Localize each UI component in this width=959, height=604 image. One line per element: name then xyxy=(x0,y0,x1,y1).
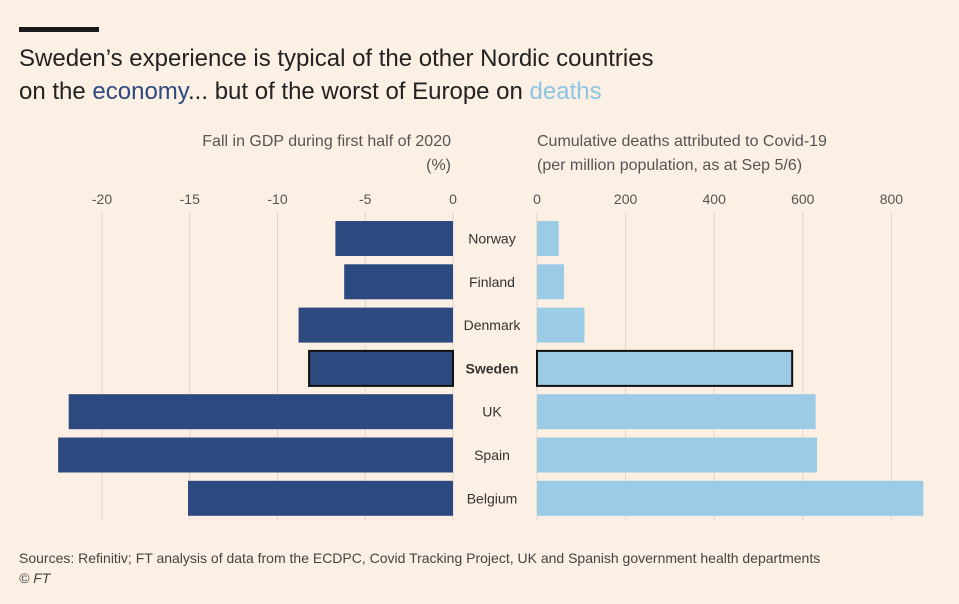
sources-note: Sources: Refinitiv; FT analysis of data … xyxy=(19,550,821,566)
title-economy-word: economy xyxy=(92,78,189,105)
deaths-tick-label: 200 xyxy=(614,191,638,207)
deaths-tick-label: 0 xyxy=(533,191,541,207)
gdp-tick-label: -10 xyxy=(267,191,287,207)
deaths-subtitle-line-2: (per million population, as at Sep 5/6) xyxy=(537,157,803,174)
copyright: © FT xyxy=(19,570,51,586)
gdp-bar-belgium xyxy=(187,480,453,516)
gdp-bar-denmark xyxy=(298,307,453,343)
deaths-subtitle: Cumulative deaths attributed to Covid-19… xyxy=(537,130,827,178)
deaths-tick-label: 600 xyxy=(791,191,815,207)
deaths-subtitle-line-1: Cumulative deaths attributed to Covid-19 xyxy=(537,133,827,150)
gdp-bar-finland xyxy=(344,264,453,300)
gdp-bar-norway xyxy=(335,221,453,256)
deaths-bar-finland xyxy=(537,264,565,300)
country-label-finland: Finland xyxy=(469,274,515,290)
country-label-sweden: Sweden xyxy=(466,360,519,376)
title-deaths-word: deaths xyxy=(529,78,602,105)
title-rule xyxy=(19,27,99,32)
country-label-uk: UK xyxy=(482,404,502,420)
country-label-belgium: Belgium xyxy=(467,490,518,506)
gdp-subtitle: Fall in GDP during first half of 2020 (%… xyxy=(202,130,451,178)
deaths-tick-label: 400 xyxy=(703,191,727,207)
title-line-1: Sweden’s experience is typical of the ot… xyxy=(19,45,654,72)
gdp-subtitle-unit: (%) xyxy=(426,157,451,174)
deaths-bar-spain xyxy=(537,437,817,473)
deaths-bar-norway xyxy=(537,221,559,256)
gdp-tick-label: -5 xyxy=(359,191,372,207)
gdp-subtitle-line-1: Fall in GDP during first half of 2020 xyxy=(202,133,451,150)
title-mid: ... but of the worst of Europe on xyxy=(188,78,530,105)
deaths-bar-sweden xyxy=(536,349,794,387)
deaths-tick-label: 800 xyxy=(880,191,904,207)
gdp-bar-spain xyxy=(58,437,453,473)
gdp-tick-label: -20 xyxy=(92,191,112,207)
country-label-denmark: Denmark xyxy=(464,317,522,333)
country-label-norway: Norway xyxy=(468,231,515,247)
footer: Sources: Refinitiv; FT analysis of data … xyxy=(19,548,820,588)
deaths-bar-denmark xyxy=(537,307,585,343)
title-pre: on the xyxy=(19,78,93,105)
deaths-bar-belgium xyxy=(537,480,924,516)
deaths-bar-uk xyxy=(537,394,816,430)
gdp-tick-label: -15 xyxy=(180,191,200,207)
gdp-tick-label: 0 xyxy=(449,191,457,207)
gdp-bar-uk xyxy=(68,394,453,430)
chart-title: Sweden’s experience is typical of the ot… xyxy=(19,42,654,108)
gdp-bar-sweden xyxy=(308,349,454,387)
country-label-spain: Spain xyxy=(474,447,510,463)
